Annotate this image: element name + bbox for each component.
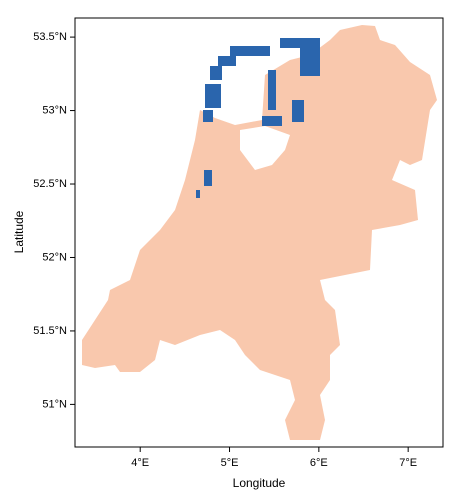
x-axis-label: Longitude bbox=[233, 476, 286, 490]
y-tick-label: 53°N bbox=[42, 104, 67, 116]
y-tick-label: 52.5°N bbox=[33, 178, 67, 190]
x-tick-label: 5°E bbox=[221, 457, 239, 469]
map bbox=[82, 25, 437, 440]
y-tick-label: 51°N bbox=[42, 398, 67, 410]
y-tick-label: 52°N bbox=[42, 251, 67, 263]
lake bbox=[240, 126, 290, 170]
plot-frame bbox=[74, 17, 444, 448]
x-tick-label: 4°E bbox=[131, 457, 149, 469]
x-tick-label: 6°E bbox=[310, 457, 328, 469]
x-tick-label: 7°E bbox=[399, 457, 417, 469]
y-tick-label: 51.5°N bbox=[33, 325, 67, 337]
wadden bbox=[196, 38, 320, 198]
y-axis-label: Latitude bbox=[12, 210, 26, 253]
y-tick-label: 53.5°N bbox=[33, 31, 67, 43]
land bbox=[82, 25, 437, 440]
